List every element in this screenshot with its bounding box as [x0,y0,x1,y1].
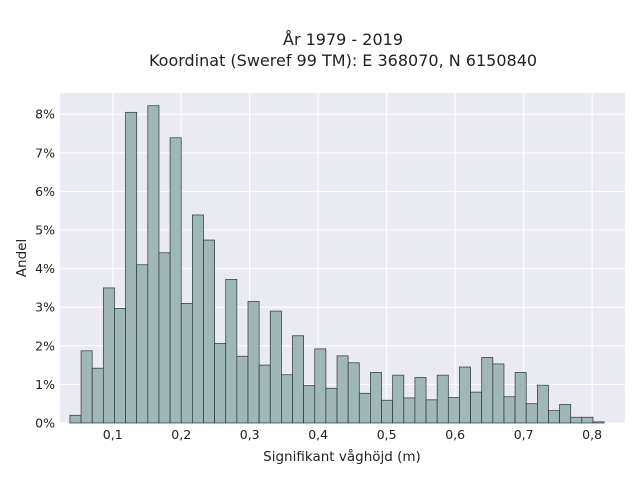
y-tick-label: 4% [35,261,55,276]
x-tick-label: 0,4 [308,427,328,442]
histogram-bar [80,350,93,424]
histogram-bar [158,252,171,424]
x-tick-label: 0,8 [582,427,602,442]
histogram-bar [414,377,427,424]
histogram-bar [203,239,215,424]
histogram-bar [447,397,460,424]
chart-title-line-2: Koordinat (Sweref 99 TM): E 368070, N 61… [149,51,537,70]
histogram-bar [281,374,293,424]
histogram-bar [147,105,160,424]
y-tick-label: 1% [35,377,55,392]
histogram-bar [303,385,316,424]
y-tick-label: 2% [35,338,55,353]
histogram-bar [214,343,227,424]
histogram-bar [559,404,572,424]
y-tick-label: 5% [35,223,55,238]
histogram-bar [525,403,538,424]
y-tick-label: 3% [35,300,55,315]
y-tick-label: 6% [35,184,55,199]
y-tick-label: 8% [35,107,55,122]
histogram-bar [314,348,327,424]
y-tick-labels: 0% 1% 2% 3% 4% 5% 6% 7% 8% [35,107,55,431]
histogram-bar [358,392,371,424]
x-tick-label: 0,1 [103,427,123,442]
histogram-bar [403,397,416,424]
histogram-bar [247,301,260,424]
histogram-bar [91,367,104,424]
x-tick-labels: 0,1 0,2 0,3 0,4 0,5 0,6 0,7 0,8 [103,427,602,442]
histogram-bar [370,372,382,424]
x-tick-label: 0,2 [171,427,191,442]
histogram-bar [514,372,527,424]
bars [69,105,605,424]
y-axis-label: Andel [14,239,30,277]
x-axis-label: Signifikant våghöjd (m) [263,448,421,465]
y-tick-label: 0% [35,416,55,431]
histogram-bar [570,416,583,424]
histogram-bar [169,137,182,424]
histogram-bar [536,384,549,424]
histogram-bar [258,364,271,424]
histogram-bar [381,399,394,424]
histogram-bar [125,111,138,424]
y-tick-label: 7% [35,145,55,160]
histogram-bar [436,374,449,424]
histogram-bar [325,387,338,424]
histogram-bar [269,310,282,424]
x-tick-label: 0,3 [240,427,260,442]
histogram-bar [492,363,505,424]
histogram-bar [481,357,494,424]
histogram-bar [503,396,516,424]
histogram-bar [459,366,471,424]
histogram-bar [336,355,349,424]
x-tick-label: 0,5 [377,427,397,442]
histogram-bar [180,303,193,424]
histogram-bar [136,264,149,424]
histogram-bar [236,355,249,424]
histogram-bar [425,399,438,424]
histogram-bar [114,308,126,424]
histogram-bar [592,421,605,424]
histogram-bar [69,414,82,424]
histogram-bar [581,416,594,424]
chart-title-line-1: År 1979 - 2019 [283,30,403,49]
x-tick-label: 0,7 [514,427,534,442]
histogram-bar [548,410,560,424]
histogram-bar [392,374,405,424]
histogram-bar [347,362,360,424]
histogram-bar [102,287,115,424]
histogram-bar [191,214,204,424]
histogram-bar [225,279,238,424]
histogram-bar [470,391,483,424]
histogram-bar [292,335,304,424]
x-tick-label: 0,6 [445,427,465,442]
